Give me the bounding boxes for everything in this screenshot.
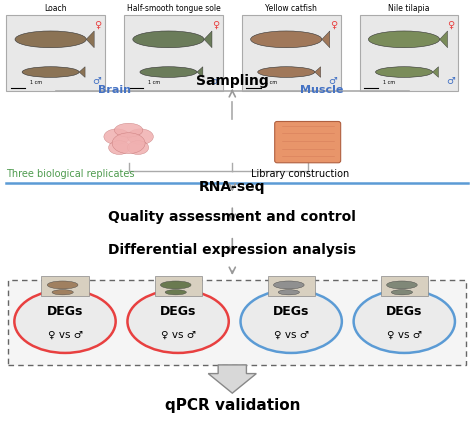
Ellipse shape: [392, 290, 412, 295]
Polygon shape: [315, 67, 321, 78]
Ellipse shape: [354, 290, 455, 353]
Ellipse shape: [128, 290, 229, 353]
Text: ♂: ♂: [328, 76, 337, 86]
Text: ♀ vs ♂: ♀ vs ♂: [47, 329, 82, 339]
FancyBboxPatch shape: [41, 276, 89, 297]
Text: Nile tilapia: Nile tilapia: [388, 4, 430, 13]
FancyBboxPatch shape: [124, 15, 223, 91]
Ellipse shape: [14, 290, 116, 353]
Polygon shape: [433, 67, 438, 78]
Text: Muscle: Muscle: [300, 85, 344, 95]
Ellipse shape: [165, 290, 186, 295]
Ellipse shape: [375, 67, 433, 78]
FancyBboxPatch shape: [359, 15, 458, 91]
FancyBboxPatch shape: [9, 280, 465, 365]
Text: 1 cm: 1 cm: [30, 80, 42, 85]
Ellipse shape: [104, 129, 130, 145]
Ellipse shape: [52, 290, 73, 295]
Ellipse shape: [160, 281, 191, 289]
Ellipse shape: [133, 31, 204, 48]
Text: DEGs: DEGs: [47, 305, 83, 318]
Ellipse shape: [240, 290, 342, 353]
Text: 1 cm: 1 cm: [265, 80, 277, 85]
Ellipse shape: [368, 31, 440, 48]
Text: 1 cm: 1 cm: [147, 80, 160, 85]
Polygon shape: [440, 31, 447, 48]
FancyBboxPatch shape: [242, 15, 341, 91]
Polygon shape: [204, 31, 212, 48]
Text: Yellow catfish: Yellow catfish: [265, 4, 317, 13]
Text: Quality assessment and control: Quality assessment and control: [109, 210, 356, 224]
FancyBboxPatch shape: [6, 15, 105, 91]
Text: ♂: ♂: [92, 76, 101, 86]
Ellipse shape: [22, 67, 79, 78]
FancyBboxPatch shape: [268, 276, 315, 297]
Text: ♀: ♀: [94, 20, 101, 30]
Ellipse shape: [109, 141, 130, 155]
Text: RNA-seq: RNA-seq: [199, 180, 265, 194]
Ellipse shape: [128, 129, 154, 145]
Text: Library construction: Library construction: [251, 169, 349, 179]
Text: ♀: ♀: [447, 20, 455, 30]
Text: Differential expression analysis: Differential expression analysis: [108, 243, 356, 257]
FancyBboxPatch shape: [155, 276, 201, 297]
Text: Loach: Loach: [45, 4, 67, 13]
Text: Three biological replicates: Three biological replicates: [6, 169, 135, 179]
Ellipse shape: [140, 67, 197, 78]
FancyBboxPatch shape: [381, 276, 428, 297]
Ellipse shape: [115, 123, 143, 137]
Ellipse shape: [251, 31, 322, 48]
Polygon shape: [322, 31, 330, 48]
Text: Half-smooth tongue sole: Half-smooth tongue sole: [127, 4, 220, 13]
Ellipse shape: [387, 281, 417, 289]
Text: ♂: ♂: [446, 76, 455, 86]
Ellipse shape: [47, 281, 78, 289]
Text: ♀: ♀: [212, 20, 219, 30]
Text: ♂: ♂: [210, 76, 219, 86]
Text: DEGs: DEGs: [386, 305, 422, 318]
Text: Brain: Brain: [98, 85, 131, 95]
Text: DEGs: DEGs: [273, 305, 310, 318]
Text: Sampling: Sampling: [196, 74, 269, 88]
Text: ♀ vs ♂: ♀ vs ♂: [161, 329, 196, 339]
Text: qPCR validation: qPCR validation: [164, 398, 300, 413]
FancyBboxPatch shape: [275, 121, 341, 163]
Ellipse shape: [258, 67, 315, 78]
Polygon shape: [86, 31, 94, 48]
Text: 1 cm: 1 cm: [383, 80, 395, 85]
Text: ♀: ♀: [330, 20, 337, 30]
Polygon shape: [197, 67, 203, 78]
Ellipse shape: [273, 281, 304, 289]
Ellipse shape: [112, 133, 145, 154]
Text: ♀ vs ♂: ♀ vs ♂: [273, 329, 309, 339]
FancyArrow shape: [208, 365, 256, 393]
Ellipse shape: [128, 141, 149, 155]
Ellipse shape: [278, 290, 300, 295]
Polygon shape: [79, 67, 85, 78]
Text: DEGs: DEGs: [160, 305, 196, 318]
Ellipse shape: [15, 31, 86, 48]
Text: ♀ vs ♂: ♀ vs ♂: [387, 329, 422, 339]
